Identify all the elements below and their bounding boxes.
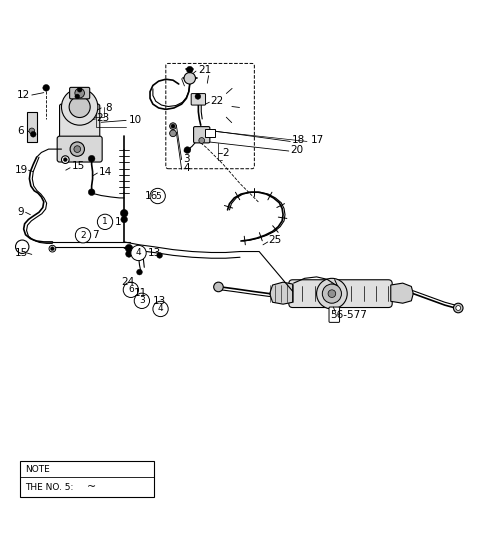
Circle shape	[125, 244, 133, 252]
Circle shape	[150, 188, 165, 204]
Text: 22: 22	[210, 96, 224, 107]
Text: 13: 13	[148, 248, 161, 258]
Text: 4: 4	[158, 305, 163, 313]
Text: 4: 4	[183, 163, 190, 173]
Circle shape	[184, 72, 195, 84]
Circle shape	[328, 290, 336, 298]
Circle shape	[75, 88, 84, 98]
Circle shape	[72, 480, 85, 494]
Circle shape	[97, 214, 113, 229]
Circle shape	[75, 228, 91, 243]
Circle shape	[123, 282, 139, 298]
Text: 19: 19	[15, 165, 28, 175]
Text: 14: 14	[99, 167, 112, 177]
Text: 16: 16	[145, 191, 158, 201]
Text: 17: 17	[311, 136, 324, 145]
Circle shape	[169, 130, 176, 137]
Text: NOTE: NOTE	[25, 465, 50, 474]
Circle shape	[171, 124, 175, 128]
Text: 18: 18	[292, 136, 305, 145]
Circle shape	[70, 142, 84, 156]
FancyBboxPatch shape	[329, 307, 339, 322]
Circle shape	[186, 66, 193, 73]
Circle shape	[88, 189, 95, 195]
Circle shape	[134, 293, 150, 309]
Circle shape	[214, 282, 223, 292]
Circle shape	[317, 278, 347, 309]
Circle shape	[456, 306, 461, 310]
Text: 3: 3	[139, 296, 145, 305]
Circle shape	[29, 128, 35, 134]
Circle shape	[75, 94, 80, 99]
FancyBboxPatch shape	[57, 136, 102, 162]
Text: 11: 11	[134, 288, 147, 298]
FancyBboxPatch shape	[26, 112, 37, 142]
Circle shape	[323, 284, 341, 303]
Text: 2: 2	[80, 231, 86, 240]
Text: 6: 6	[17, 126, 24, 136]
Text: 6: 6	[101, 483, 106, 491]
Text: 1: 1	[76, 483, 81, 491]
Text: 2: 2	[222, 148, 228, 158]
FancyBboxPatch shape	[193, 127, 210, 143]
Text: 5: 5	[155, 192, 160, 200]
Circle shape	[126, 250, 132, 257]
Circle shape	[30, 131, 36, 137]
Circle shape	[77, 87, 82, 92]
Text: 6: 6	[128, 285, 134, 294]
Circle shape	[69, 97, 90, 117]
Circle shape	[15, 240, 29, 254]
Polygon shape	[391, 283, 413, 303]
Circle shape	[137, 269, 143, 275]
Circle shape	[43, 85, 49, 91]
Circle shape	[120, 209, 128, 217]
Text: 7: 7	[93, 230, 99, 240]
Circle shape	[61, 156, 69, 164]
Text: 10: 10	[129, 115, 142, 125]
Circle shape	[61, 89, 98, 125]
Circle shape	[131, 245, 146, 261]
Text: 23: 23	[96, 113, 109, 122]
Circle shape	[454, 303, 463, 313]
Circle shape	[49, 245, 56, 252]
Text: 15: 15	[15, 248, 28, 258]
FancyBboxPatch shape	[70, 87, 90, 99]
Circle shape	[97, 480, 110, 494]
Polygon shape	[270, 282, 293, 304]
Circle shape	[157, 253, 162, 258]
Circle shape	[195, 93, 201, 99]
Text: THE NO. 5:: THE NO. 5:	[24, 483, 76, 491]
Text: 21: 21	[198, 65, 211, 75]
Text: 13: 13	[153, 296, 166, 306]
Text: 9: 9	[17, 208, 24, 217]
Text: 3: 3	[183, 154, 190, 164]
Circle shape	[184, 147, 191, 153]
Text: 56-577: 56-577	[330, 310, 367, 320]
Text: 24: 24	[121, 277, 134, 287]
Circle shape	[50, 247, 54, 250]
FancyBboxPatch shape	[205, 128, 215, 137]
Text: 15: 15	[72, 161, 85, 171]
Text: 1: 1	[115, 217, 121, 227]
Circle shape	[199, 138, 204, 143]
Circle shape	[169, 123, 176, 130]
Text: 8: 8	[105, 103, 112, 113]
Circle shape	[153, 301, 168, 317]
Circle shape	[74, 145, 81, 153]
Text: 25: 25	[269, 235, 282, 245]
Text: 20: 20	[290, 145, 303, 155]
Text: ~: ~	[87, 482, 96, 492]
FancyBboxPatch shape	[289, 280, 392, 307]
Circle shape	[88, 155, 95, 162]
FancyBboxPatch shape	[20, 461, 154, 497]
Text: 4: 4	[136, 249, 141, 257]
Text: 12: 12	[17, 90, 30, 100]
FancyBboxPatch shape	[60, 104, 100, 142]
Circle shape	[121, 216, 128, 223]
Text: 1: 1	[102, 217, 108, 226]
Circle shape	[63, 158, 67, 161]
FancyBboxPatch shape	[191, 93, 205, 105]
